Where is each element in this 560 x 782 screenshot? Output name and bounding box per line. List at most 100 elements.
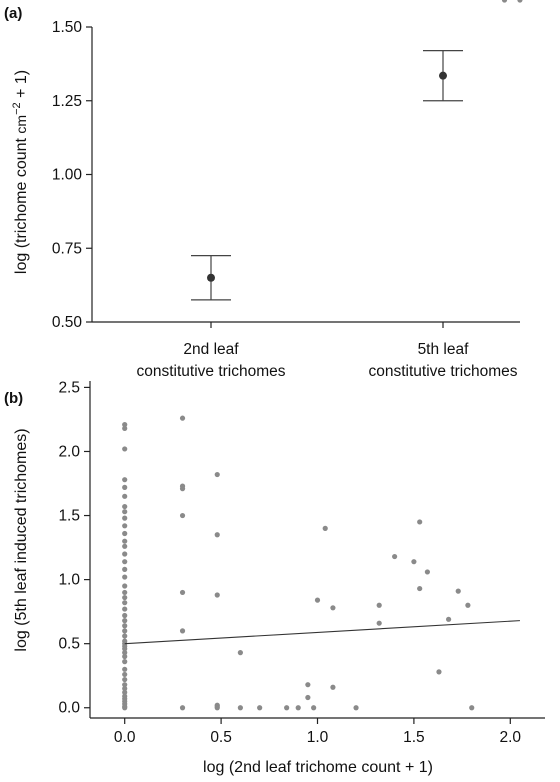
panel-b-data-point [179,705,186,711]
panel-b-data-point [122,666,128,672]
panel-b-data-point [305,682,311,688]
panel-b-y-tick-label: 1.5 [58,508,80,525]
panel-b-data-point [122,589,128,596]
panel-b-data-point [257,705,263,711]
panel-b-y-tick-label: 0.0 [58,700,80,717]
panel-b-data-point [465,602,471,608]
panel-b-data-point [179,589,186,596]
panel-b-marks [122,0,523,711]
panel-b-data-point [214,592,220,598]
panel-b-data-point [122,509,128,515]
panel-b-data-point [214,471,220,478]
panel-b-data-point [122,446,128,452]
panel-b-y-tick-label: 0.5 [58,636,80,653]
panel-a-y-tick-label: 0.50 [52,314,83,331]
panel-b-data-point [469,705,475,711]
panel-a-category-label: 2nd leaf [183,341,239,358]
panel-a-y-tick-label: 0.75 [52,240,82,257]
panel-b-data-point [122,594,128,601]
panel-b-data-point [122,551,128,557]
panel-b-x-tick-label: 2.0 [500,729,522,746]
panel-b-data-point [376,602,382,608]
panel-b-data-point [122,515,128,521]
panel-b-x-axis-title: log (2nd leaf trichome count + 1) [203,759,433,776]
panel-b-regression-line [124,620,520,645]
panel-b-x-tick-label: 0.5 [210,729,232,746]
panel-b-data-point [122,574,128,580]
panel-b-data-point [417,585,423,592]
panel-b-data-point [392,553,398,560]
panel-b-data-point [446,616,452,622]
panel-a-mean-point [439,71,447,80]
panel-b-data-point [122,543,128,549]
panel-b-data-point [122,623,128,629]
panel-b-data-point [311,705,317,711]
panel-b-data-point [314,597,321,603]
panel-a-y-ticks: 0.50 0.75 1.00 1.25 1.50 [52,19,92,331]
panel-a-mean-point [207,273,215,282]
panel-b-data-point [122,653,128,660]
panel-b-data-point [330,605,336,611]
panel-b-data-point [122,484,128,490]
panel-b-data-point [455,588,461,594]
panel-b-label: (b) [4,390,23,407]
panel-b-data-point [179,415,186,421]
panel-b-y-tick-label: 2.5 [58,379,80,396]
panel-b-data-point [122,659,128,665]
panel-b-data-point [411,559,417,565]
panel-a-y-tick-label: 1.50 [52,19,83,36]
panel-b-data-point [122,606,128,612]
panel-b-data-point [122,676,128,683]
panel-b-data-point [376,620,382,626]
panel-b-y-ticks: 0.0 0.5 1.0 1.5 2.0 2.5 [58,379,90,717]
panel-b-x-tick-label: 1.5 [403,729,425,746]
panel-b-data-point [214,705,220,711]
panel-b-data-point [122,685,128,692]
panel-b-data-point [122,682,128,688]
panel-b-data-point [122,650,128,656]
panel-b-data-point [122,559,128,565]
panel-b-x-tick-label: 1.0 [307,729,329,746]
panel-b-y-tick-label: 1.0 [58,572,80,589]
panel-b-x-tick-label: 0.0 [114,729,136,746]
panel-b-data-point [122,425,128,432]
panel-b-x-ticks: 0.0 0.5 1.0 1.5 2.0 [114,718,522,746]
panel-b-data-point [237,705,243,711]
panel-b-data-point [417,519,423,525]
panel-a-label: (a) [4,5,22,22]
panel-b-data-point [284,705,290,711]
panel-b-data-point [122,628,128,634]
panel-b-data-point [436,669,442,675]
panel-b-y-axis-title: log (5th leaf induced trichomes) [13,428,30,651]
panel-a-category-label: constitutive trichomes [136,363,285,380]
panel-a-y-tick-label: 1.00 [52,167,83,184]
panel-a-category-label: constitutive trichomes [368,363,517,380]
panel-b-data-point [122,538,128,544]
panel-a-marks [191,49,463,301]
panel-b-data-point [122,705,128,711]
panel-b-data-point [122,646,128,652]
panel-b-data-point [122,671,128,678]
panel-b-data-point [122,566,128,572]
panel-b-data-point [179,512,186,519]
panel-a-y-tick-label: 1.25 [52,93,82,110]
panel-b-data-point [295,705,301,711]
panel-a-y-axis-title: log (trichome count cm−2 + 1) [11,70,30,274]
panel-b-data-point [353,705,359,711]
panel-b-data-point [122,523,128,529]
panel-b-data-point [517,0,523,3]
panel-b-y-tick-label: 2.0 [58,443,80,460]
panel-b-data-point [122,612,128,619]
panel-b-data-point [122,477,128,483]
panel-b-data-point [122,493,128,499]
panel-a-x-ticks: 2nd leaf constitutive trichomes 5th leaf co… [136,322,518,380]
panel-b-data-point [305,694,311,701]
panel-b-data-point [501,0,508,3]
panel-b-data-point [424,569,430,575]
panel-b-data-point [122,633,128,639]
panel-b-data-point [330,684,336,690]
panel-b-data-point [122,583,128,589]
panel-b-data-point [122,421,128,428]
panel-b-data-point [179,486,186,492]
